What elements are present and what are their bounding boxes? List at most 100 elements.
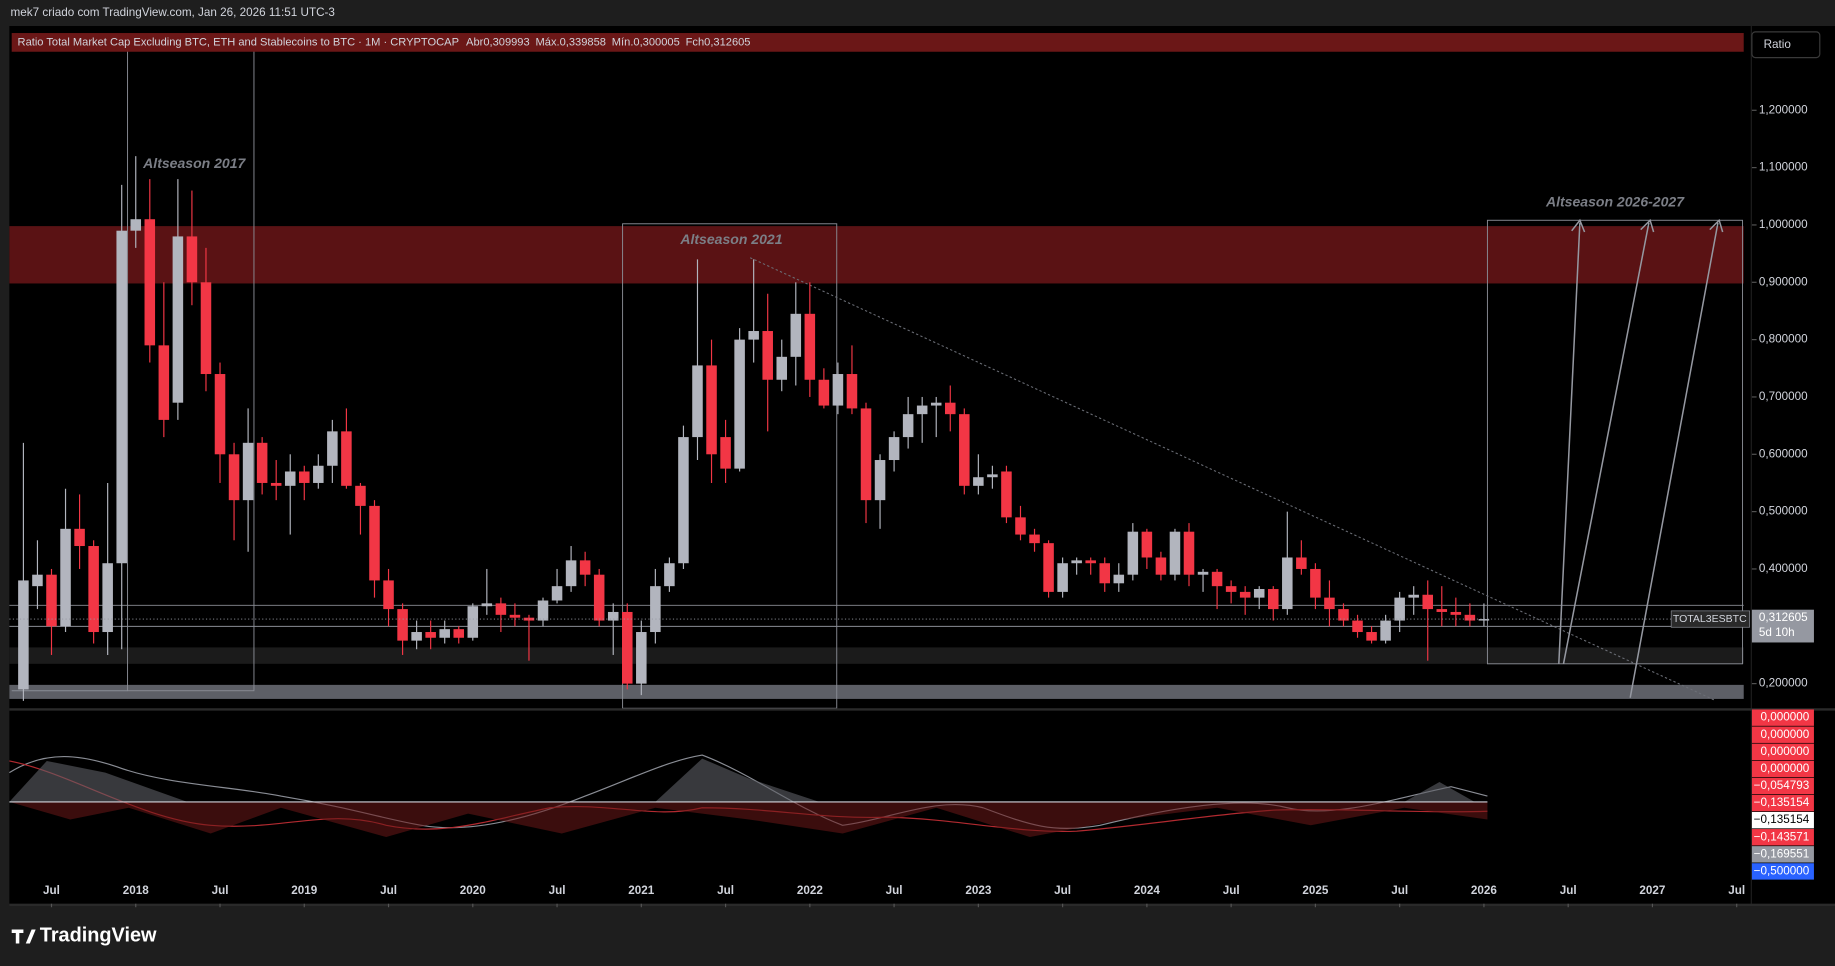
x-tick-label: Jul: [717, 884, 734, 897]
x-tick-label: 2024: [1134, 884, 1161, 897]
x-tick-label: Jul: [1054, 884, 1071, 897]
period-box: [1486, 219, 1744, 665]
indicator-tag: [1751, 829, 1814, 846]
x-tick-label: Jul: [212, 884, 229, 897]
legend-key: Mín.: [612, 36, 634, 48]
candle-body: [1197, 571, 1209, 575]
candle-body: [832, 374, 844, 406]
candle-body: [425, 632, 436, 638]
candle-body: [678, 437, 689, 564]
indicator-tag-label: −0,143571: [1754, 830, 1810, 843]
scale-button-label[interactable]: Ratio: [1764, 38, 1792, 51]
candle-body: [1296, 557, 1307, 569]
symbol-tag-label: TOTAL3ESBTC: [1673, 613, 1747, 625]
candle-body: [270, 482, 282, 486]
candle-body: [453, 629, 465, 638]
legend-key: Fch: [686, 36, 705, 48]
candle-body: [1183, 531, 1195, 575]
scale-button[interactable]: [1751, 31, 1821, 59]
candle-body: [32, 574, 43, 587]
candle-body: [706, 365, 717, 455]
y-tick-label: 1,100000: [1759, 161, 1808, 174]
candle-body: [1450, 611, 1462, 615]
x-tick-label: 2019: [291, 884, 318, 897]
candle-body: [495, 603, 507, 615]
candle-body: [186, 236, 198, 283]
candle-body: [313, 465, 324, 483]
candle-body: [158, 345, 170, 420]
candle-body: [1352, 620, 1363, 633]
x-tick-label: Jul: [380, 884, 397, 897]
y-tick-label: 0,800000: [1759, 333, 1808, 346]
annotation: Altseason 2026-2027: [1545, 193, 1685, 209]
support-zone: [9, 647, 1744, 664]
candle-body: [327, 431, 338, 466]
candle-body: [1141, 531, 1153, 558]
candle-body: [1211, 571, 1223, 587]
x-tick-label: Jul: [43, 884, 60, 897]
candle-body: [1324, 597, 1335, 610]
brand: TradingView: [40, 925, 157, 947]
candle-body: [1155, 557, 1167, 575]
x-tick-label: 2021: [628, 884, 655, 897]
candle-body: [945, 402, 956, 415]
candle-body: [650, 586, 661, 633]
candle-body: [60, 528, 71, 627]
candle-body: [172, 236, 184, 403]
candle-body: [74, 528, 85, 547]
candle-body: [1113, 574, 1125, 584]
oscillator-area: [9, 758, 1475, 802]
attribution: mek7 criado com TradingView.com, Jan 26,…: [11, 6, 335, 19]
candle-body: [762, 331, 773, 380]
candle-body: [88, 546, 99, 633]
candle-body: [467, 606, 479, 638]
candle-body: [242, 442, 254, 501]
legend-title: Ratio Total Market Cap Excluding BTC, ET…: [18, 36, 459, 48]
candle-body: [1310, 568, 1321, 598]
candle-body: [1267, 589, 1279, 610]
x-tick-label: Jul: [1560, 884, 1577, 897]
candle-body: [622, 611, 633, 684]
axis-divider: [9, 903, 1835, 907]
candle-body: [734, 339, 745, 469]
candle-body: [102, 563, 113, 633]
annotation: Altseason 2017: [142, 155, 246, 171]
x-tick-label: Jul: [549, 884, 566, 897]
candle-body: [537, 600, 549, 621]
candle-body: [1422, 594, 1434, 610]
symbol-tag: [1670, 610, 1750, 628]
last-price-tag: [1751, 609, 1814, 643]
indicator-tag: [1751, 777, 1814, 795]
candle-body: [930, 402, 942, 406]
candle-body: [607, 611, 619, 621]
x-tick-label: Jul: [1223, 884, 1240, 897]
indicator-tag: [1751, 760, 1814, 778]
candle-body: [818, 379, 830, 406]
projection-arrows: [1558, 218, 1724, 698]
candle-body: [397, 609, 408, 641]
legend-value: 0,300005: [633, 36, 679, 48]
candle-body: [1085, 560, 1096, 564]
candle-body: [959, 414, 970, 486]
candle-body: [481, 603, 493, 607]
y-tick-label: 1,200000: [1759, 103, 1808, 116]
x-tick-label: Jul: [1391, 884, 1408, 897]
candle-body: [1338, 609, 1349, 621]
x-tick-label: 2022: [797, 884, 824, 897]
candle-body: [523, 617, 535, 621]
candle-body: [284, 471, 296, 486]
arrow: [1562, 218, 1655, 664]
indicator-tag-label: −0,135154: [1754, 796, 1810, 809]
x-tick-label: 2025: [1302, 884, 1329, 897]
indicator-tag-label: −0,054793: [1754, 779, 1810, 792]
candle-body: [509, 614, 521, 618]
indicator-tag: [1751, 743, 1814, 761]
y-tick-label: 0,700000: [1759, 390, 1808, 403]
candle-body: [579, 560, 591, 575]
candle-body: [299, 471, 310, 483]
candle-body: [1029, 534, 1040, 544]
x-tick-label: 2026: [1471, 884, 1498, 897]
candle-body: [1366, 632, 1377, 641]
candle-body: [144, 219, 156, 346]
